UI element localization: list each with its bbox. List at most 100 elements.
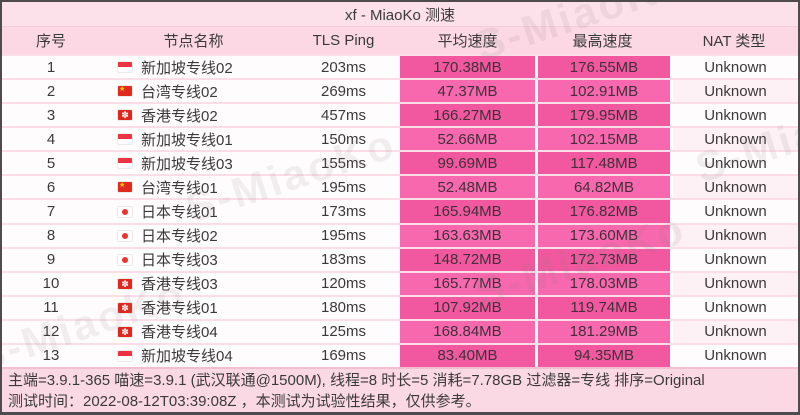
node-name-cell: 香港专线04	[100, 321, 287, 343]
table-row: 1 新加坡专线02 203ms 170.38MB 176.55MB Unknow…	[2, 54, 798, 79]
china-flag-icon	[118, 182, 132, 193]
avg-speed-cell: 170.38MB	[400, 56, 535, 79]
column-header-index: 序号	[35, 33, 66, 50]
node-name-label: 香港专线01	[141, 300, 218, 318]
row-index-cell: 3	[46, 106, 56, 124]
max-speed-cell: 173.60MB	[535, 224, 670, 247]
table-row: 13 新加坡专线04 169ms 83.40MB 94.35MB Unknown	[2, 342, 798, 368]
avg-speed-cell: 165.94MB	[400, 200, 535, 223]
tls-ping-cell: 120ms	[320, 275, 367, 293]
node-name-cell: 日本专线03	[100, 249, 287, 271]
max-speed-cell: 172.73MB	[535, 248, 670, 271]
nat-type-cell: Unknown	[670, 224, 798, 247]
avg-speed-cell: 99.69MB	[400, 152, 535, 175]
nat-type-cell: Unknown	[670, 128, 798, 151]
row-index-cell: 7	[46, 203, 56, 220]
row-index-cell: 4	[46, 130, 56, 148]
tls-ping-cell: 195ms	[320, 178, 367, 196]
row-index-cell: 1	[46, 58, 56, 76]
row-index-cell: 13	[42, 347, 60, 365]
hong-kong-flag-icon	[118, 110, 132, 121]
node-name-cell: 香港专线02	[100, 104, 287, 126]
nat-type-cell: Unknown	[670, 296, 798, 319]
node-name-label: 台湾专线01	[141, 179, 218, 197]
max-speed-cell: 94.35MB	[535, 344, 670, 368]
avg-speed-cell: 107.92MB	[400, 296, 535, 319]
tls-ping-cell: 180ms	[320, 299, 367, 317]
node-name-label: 新加坡专线02	[141, 59, 233, 77]
row-index-cell: 10	[42, 275, 60, 293]
max-speed-cell: 102.91MB	[535, 80, 670, 103]
tls-ping-cell: 269ms	[320, 82, 367, 100]
table-row: 9 日本专线03 183ms 148.72MB 172.73MB Unknown	[2, 246, 798, 271]
singapore-flag-icon	[118, 158, 132, 169]
column-header-avg-speed: 平均速度	[437, 33, 498, 50]
tls-ping-cell: 169ms	[320, 347, 367, 365]
avg-speed-cell: 166.27MB	[400, 104, 535, 127]
row-index-cell: 8	[46, 227, 56, 245]
table-row: 11 香港专线01 180ms 107.92MB 119.74MB Unknow…	[2, 294, 798, 319]
hong-kong-flag-icon	[118, 302, 132, 313]
node-name-cell: 新加坡专线02	[100, 56, 287, 78]
node-name-label: 香港专线02	[141, 107, 218, 125]
avg-speed-cell: 47.37MB	[400, 80, 535, 103]
node-name-label: 新加坡专线03	[141, 155, 233, 173]
summary-line-1: 主端=3.9.1-365 喵速=3.9.1 (武汉联通@1500M), 线程=8…	[8, 372, 705, 389]
column-header-tls-ping: TLS Ping	[312, 32, 375, 49]
row-index-cell: 6	[46, 178, 56, 196]
tls-ping-cell: 203ms	[320, 58, 367, 76]
node-name-label: 日本专线02	[141, 228, 218, 246]
table-row: 7 日本专线01 173ms 165.94MB 176.82MB Unknown	[2, 198, 798, 223]
tls-ping-cell: 155ms	[320, 154, 367, 172]
node-name-cell: 台湾专线02	[100, 80, 287, 102]
title-bar: xf - MiaoKo 测速	[2, 2, 798, 26]
row-index-cell: 12	[42, 323, 60, 341]
avg-speed-cell: 165.77MB	[400, 272, 535, 295]
nat-type-cell: Unknown	[670, 80, 798, 103]
node-name-label: 新加坡专线01	[141, 131, 233, 149]
node-name-cell: 香港专线01	[100, 297, 287, 319]
nat-type-cell: Unknown	[670, 200, 798, 223]
table-row: 6 台湾专线01 195ms 52.48MB 64.82MB Unknown	[2, 174, 798, 199]
column-header-node-name: 节点名称	[163, 33, 224, 50]
nat-type-cell: Unknown	[670, 176, 798, 199]
japan-flag-icon	[118, 206, 132, 217]
tls-ping-cell: 457ms	[320, 106, 367, 124]
max-speed-cell: 119.74MB	[535, 296, 670, 319]
node-name-cell: 新加坡专线04	[100, 345, 287, 367]
tls-ping-cell: 125ms	[320, 323, 367, 341]
tls-ping-cell: 183ms	[320, 251, 367, 269]
nat-type-cell: Unknown	[670, 248, 798, 271]
max-speed-cell: 176.82MB	[535, 200, 670, 223]
node-name-label: 台湾专线02	[141, 83, 218, 101]
japan-flag-icon	[118, 230, 132, 241]
hong-kong-flag-icon	[118, 326, 132, 337]
node-name-label: 香港专线03	[141, 276, 218, 294]
table-row: 2 台湾专线02 269ms 47.37MB 102.91MB Unknown	[2, 78, 798, 103]
node-name-label: 香港专线04	[141, 324, 218, 342]
nat-type-cell: Unknown	[670, 56, 798, 79]
summary-footer: 主端=3.9.1-365 喵速=3.9.1 (武汉联通@1500M), 线程=8…	[2, 367, 798, 412]
node-name-label: 日本专线03	[141, 252, 218, 270]
summary-line-2: 测试时间：2022-08-12T03:39:08Z ，本测试为试验性结果，仅供参…	[8, 393, 481, 410]
table-row: 4 新加坡专线01 150ms 52.66MB 102.15MB Unknown	[2, 126, 798, 151]
nat-type-cell: Unknown	[670, 344, 798, 368]
tls-ping-cell: 150ms	[320, 130, 367, 148]
avg-speed-cell: 163.63MB	[400, 224, 535, 247]
page-title: xf - MiaoKo 测速	[344, 6, 456, 24]
avg-speed-cell: 52.48MB	[400, 176, 535, 199]
max-speed-cell: 181.29MB	[535, 320, 670, 343]
row-index-cell: 2	[46, 82, 56, 100]
table-body: 1 新加坡专线02 203ms 170.38MB 176.55MB Unknow…	[2, 54, 798, 368]
node-name-cell: 新加坡专线03	[100, 152, 287, 174]
avg-speed-cell: 168.84MB	[400, 320, 535, 343]
max-speed-cell: 64.82MB	[535, 176, 670, 199]
max-speed-cell: 179.95MB	[535, 104, 670, 127]
hong-kong-flag-icon	[118, 278, 132, 289]
node-name-cell: 香港专线03	[100, 273, 287, 295]
singapore-flag-icon	[118, 350, 132, 361]
node-name-label: 新加坡专线04	[141, 348, 233, 366]
column-header-max-speed: 最高速度	[572, 33, 633, 50]
nat-type-cell: Unknown	[670, 152, 798, 175]
